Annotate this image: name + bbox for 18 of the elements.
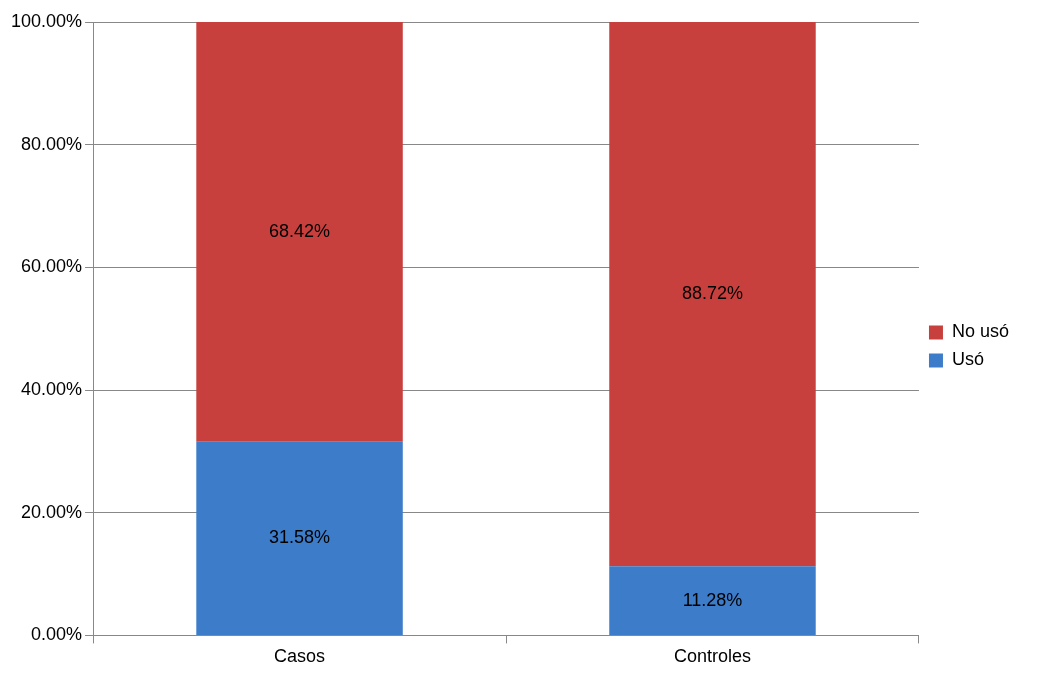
bar	[196, 22, 403, 442]
bar	[609, 566, 816, 635]
bar	[609, 22, 816, 567]
data-label: 31.58%	[269, 527, 331, 548]
data-label: 68.42%	[269, 220, 331, 241]
x-tick-label: Casos	[274, 646, 326, 667]
y-tick-label: 100.00%	[11, 10, 83, 31]
data-label: 88.72%	[681, 283, 744, 304]
y-tick-label: 0.00%	[31, 624, 83, 645]
y-tick-label: 40.00%	[21, 379, 83, 400]
y-tick-label: 20.00%	[21, 501, 83, 522]
legend-label: No usó	[951, 321, 1010, 342]
data-label: 11.28%	[682, 589, 743, 610]
x-tick-label: Controles	[673, 646, 752, 667]
legend-label: Usó	[951, 349, 984, 370]
y-tick-label: 80.00%	[21, 133, 83, 154]
bar	[196, 441, 403, 635]
y-tick-label: 60.00%	[21, 256, 83, 277]
